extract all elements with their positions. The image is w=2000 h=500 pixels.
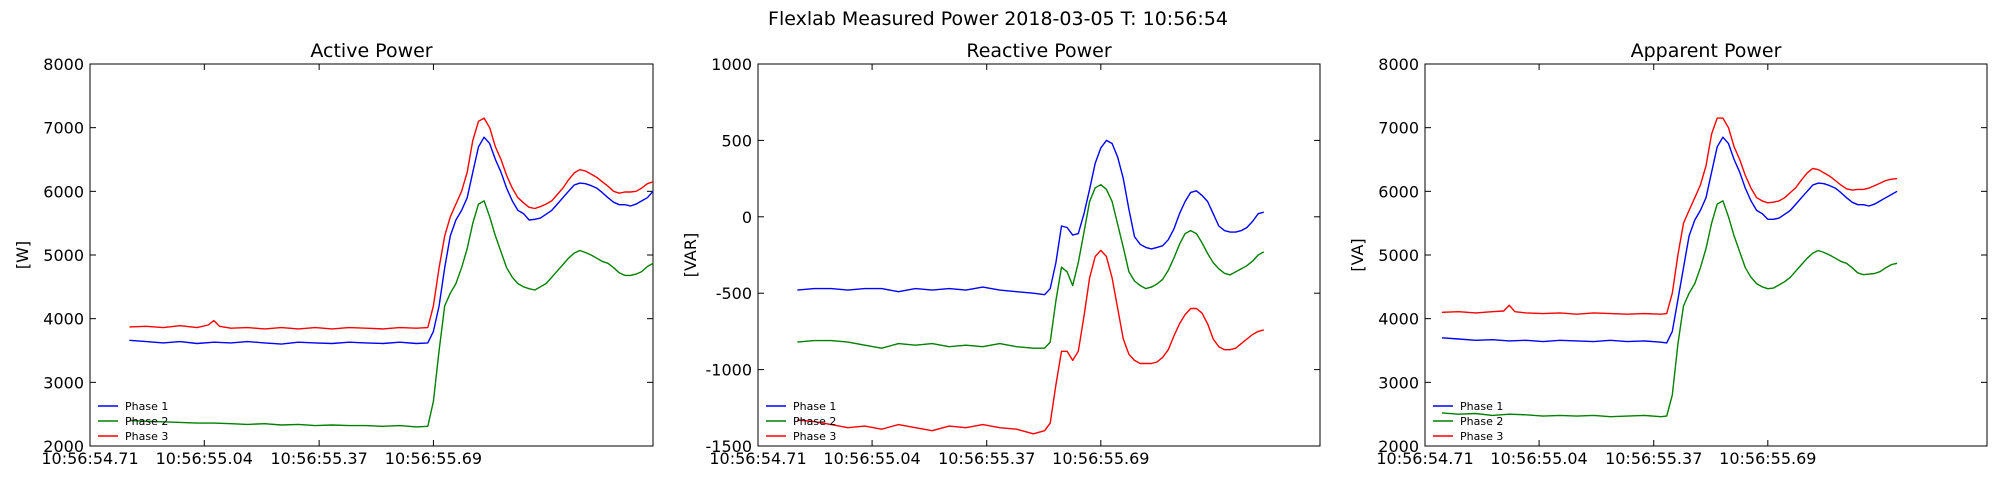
legend-label-phase-2: Phase 2	[125, 415, 168, 428]
x-tick-label: 10:56:55.04	[823, 449, 920, 468]
y-tick-label: 5000	[1378, 246, 1419, 265]
y-axis-label: [VAR]	[681, 233, 700, 277]
legend-label-phase-2: Phase 2	[1460, 415, 1503, 428]
chart-panel-2: Apparent Power [VA] 2000 3000 4000 5000 6000 70…	[1348, 40, 1988, 468]
x-tick-label: 10:56:55.37	[938, 449, 1035, 468]
y-tick-label: 4000	[43, 310, 84, 329]
chart-title: Apparent Power	[1631, 40, 1782, 62]
series-line-phase-1	[1441, 136, 1898, 344]
chart-title: Active Power	[310, 40, 432, 62]
y-tick-label: 0	[742, 208, 752, 227]
y-tick-label: -1500	[706, 437, 753, 456]
legend-label-phase-1: Phase 1	[125, 400, 168, 413]
y-tick-label: 6000	[1378, 182, 1419, 201]
x-tick-label: 10:56:55.69	[1052, 449, 1149, 468]
x-tick-label: 10:56:54.71	[709, 449, 806, 468]
x-tick-label: 10:56:55.69	[385, 449, 482, 468]
series-line-phase-3	[797, 249, 1264, 435]
y-tick-label: 7000	[1378, 119, 1419, 138]
y-tick-label: 3000	[43, 373, 84, 392]
y-tick-label: -500	[716, 284, 752, 303]
x-tick-label: 10:56:54.71	[1376, 449, 1473, 468]
series-line-phase-3	[129, 117, 654, 330]
chart-title: Reactive Power	[966, 40, 1111, 62]
legend-label-phase-1: Phase 1	[793, 400, 836, 413]
series-line-phase-2	[129, 200, 654, 428]
legend-label-phase-3: Phase 3	[1460, 430, 1503, 443]
y-tick-label: 5000	[43, 246, 84, 265]
plot-frame	[1424, 63, 1988, 447]
chart-panel-1: Reactive Power [VAR] -1500 -1000 -500 0 500 100…	[681, 40, 1321, 468]
legend-label-phase-2: Phase 2	[793, 415, 836, 428]
y-tick-label: 2000	[1378, 437, 1419, 456]
legend-label-phase-3: Phase 3	[125, 430, 168, 443]
y-tick-label: 7000	[43, 119, 84, 138]
y-tick-label: 8000	[43, 55, 84, 74]
y-axis-label: [VA]	[1348, 238, 1367, 271]
y-tick-label: 3000	[1378, 373, 1419, 392]
x-tick-label: 10:56:54.71	[41, 449, 138, 468]
x-tick-label: 10:56:55.04	[1490, 449, 1587, 468]
x-tick-label: 10:56:55.37	[1605, 449, 1702, 468]
x-tick-label: 10:56:55.69	[1719, 449, 1816, 468]
plot-frame	[757, 63, 1321, 447]
legend-label-phase-3: Phase 3	[793, 430, 836, 443]
y-tick-label: 6000	[43, 182, 84, 201]
series-line-phase-1	[797, 139, 1264, 296]
y-tick-label: 500	[721, 131, 752, 150]
y-tick-label: 1000	[711, 55, 752, 74]
y-tick-label: 2000	[43, 437, 84, 456]
legend-label-phase-1: Phase 1	[1460, 400, 1503, 413]
series-line-phase-3	[1441, 117, 1898, 315]
x-tick-label: 10:56:55.37	[270, 449, 367, 468]
plot-frame	[89, 63, 654, 447]
figure-suptitle: Flexlab Measured Power 2018-03-05 T: 10:…	[768, 8, 1228, 30]
y-tick-label: 8000	[1378, 55, 1419, 74]
y-tick-label: -1000	[706, 361, 753, 380]
y-tick-label: 4000	[1378, 310, 1419, 329]
y-axis-label: [W]	[13, 241, 32, 269]
series-line-phase-2	[797, 184, 1265, 349]
x-tick-label: 10:56:55.04	[156, 449, 253, 468]
series-line-phase-2	[1441, 200, 1898, 418]
series-line-phase-1	[129, 136, 654, 345]
chart-panel-0: Active Power [W] 2000 3000 4000 5000 6000 7000 8…	[13, 40, 654, 468]
